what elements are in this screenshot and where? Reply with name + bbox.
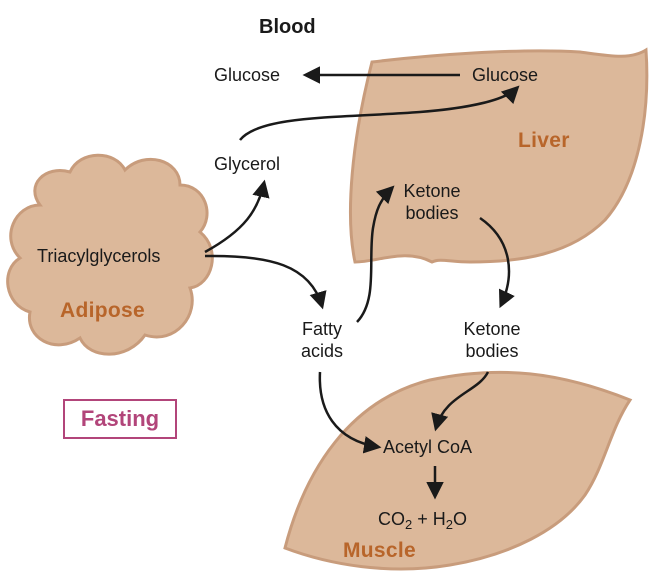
ketone-bodies-blood-label: Ketone bodies xyxy=(458,318,526,362)
glycerol-label: Glycerol xyxy=(214,154,281,174)
fasting-label: Fasting xyxy=(80,406,160,431)
plus-sign: + xyxy=(417,509,428,529)
acetyl-coa-label: Acetyl CoA xyxy=(383,437,473,457)
blood-title: Blood xyxy=(259,16,316,38)
h2o-h-text: H xyxy=(432,509,446,529)
fatty-acids-line1: Fatty xyxy=(301,319,342,339)
fatty-acids-line2: acids xyxy=(300,341,344,361)
triacylglycerols-label: Triacylglycerols xyxy=(37,246,161,266)
fasting-state-box: Fasting xyxy=(63,399,177,439)
adipose-shape xyxy=(6,153,214,356)
arrow-triacylglycerols-to-glycerol xyxy=(204,179,270,254)
liver-shape xyxy=(349,47,649,264)
ketone-liver-line1: Ketone xyxy=(403,181,461,201)
arrow-fatty-acids-to-acetyl-coa xyxy=(318,371,382,454)
adipose-label: Adipose xyxy=(60,299,145,322)
co2-subscript: 2 xyxy=(405,517,413,532)
fatty-acids-label: Fatty acids xyxy=(293,318,351,362)
arrow-glycerol-to-glucose xyxy=(239,85,520,141)
arrow-ketone-blood-to-acetyl-coa xyxy=(431,371,490,432)
ketone-blood-line1: Ketone xyxy=(463,319,521,339)
liver-label: Liver xyxy=(518,129,570,152)
muscle-label: Muscle xyxy=(343,539,416,562)
h2o-o-text: O xyxy=(453,509,468,529)
co2-text: CO xyxy=(378,509,405,529)
arrow-fatty-acids-to-ketone-liver xyxy=(356,185,395,323)
h2o-subscript: 2 xyxy=(445,517,454,532)
glucose-blood-label: Glucose xyxy=(214,65,281,85)
ketone-blood-line2: bodies xyxy=(465,341,519,361)
muscle-shape xyxy=(283,370,633,571)
ketone-liver-line2: bodies xyxy=(405,203,459,223)
ketone-bodies-liver-label: Ketone bodies xyxy=(400,180,464,224)
products-label: CO2 + H2O xyxy=(378,508,467,536)
arrow-ketone-liver-to-ketone-blood xyxy=(479,216,515,309)
glucose-liver-label: Glucose xyxy=(472,65,539,85)
arrow-triacylglycerols-to-fatty-acids xyxy=(204,254,327,310)
